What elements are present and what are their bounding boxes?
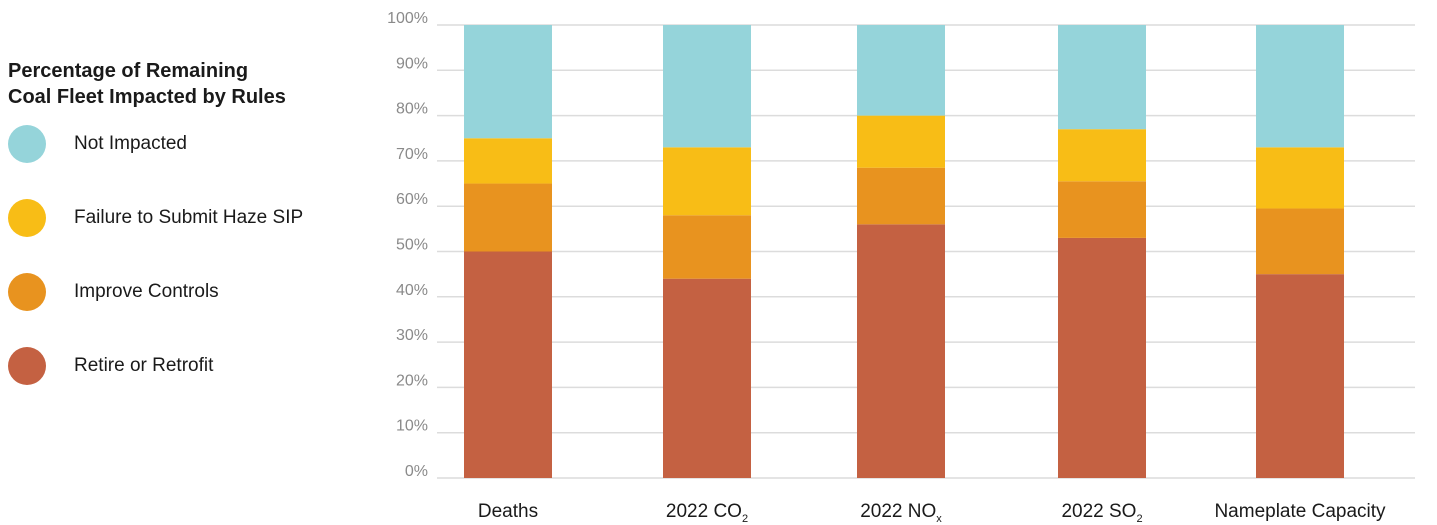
x-category-label: 2022 NOx (860, 501, 942, 525)
x-category-label: Deaths (478, 501, 538, 522)
y-tick-label: 100% (387, 10, 428, 27)
bar-segment-improve-controls (1058, 181, 1146, 238)
y-tick-label: 70% (396, 146, 428, 163)
legend-swatch-improve-controls (8, 273, 46, 311)
bar-segment-failure-to-submit-haze-sip (1256, 147, 1344, 209)
bar-segment-improve-controls (857, 167, 945, 225)
y-tick-label: 80% (396, 101, 428, 118)
legend-label-improve-controls: Improve Controls (74, 281, 219, 302)
y-tick-label: 0% (405, 463, 428, 480)
x-category-label: Nameplate Capacity (1214, 501, 1386, 522)
legend-item-retire-or-retrofit: Retire or Retrofit (8, 347, 358, 385)
bar-segment-retire-or-retrofit (857, 224, 945, 478)
x-category-label: 2022 CO2 (666, 501, 748, 525)
legend-item-improve-controls: Improve Controls (8, 273, 358, 311)
legend-label-not-impacted: Not Impacted (74, 133, 187, 154)
legend-label-failure-to-submit-haze-sip: Failure to Submit Haze SIP (74, 207, 304, 228)
bar-segment-failure-to-submit-haze-sip (857, 115, 945, 168)
bar-segment-retire-or-retrofit (1058, 237, 1146, 478)
legend: Percentage of Remaining Coal Fleet Impac… (8, 58, 358, 421)
bar-segment-improve-controls (464, 183, 552, 252)
y-tick-label: 50% (396, 237, 428, 254)
bar-segment-not-impacted (857, 25, 945, 116)
bar-segment-improve-controls (1256, 208, 1344, 275)
legend-item-not-impacted: Not Impacted (8, 125, 358, 163)
legend-title-line2: Coal Fleet Impacted by Rules (8, 86, 286, 108)
bar-segment-improve-controls (663, 215, 751, 279)
legend-title-line1: Percentage of Remaining (8, 60, 249, 82)
legend-swatch-retire-or-retrofit (8, 347, 46, 385)
legend-title: Percentage of Remaining Coal Fleet Impac… (8, 58, 358, 110)
bar-segment-not-impacted (1058, 25, 1146, 130)
y-tick-label: 60% (396, 191, 428, 208)
bar-segment-failure-to-submit-haze-sip (1058, 129, 1146, 182)
x-category-label: 2022 SO2 (1061, 501, 1142, 525)
legend-swatch-failure-to-submit-haze-sip (8, 199, 46, 237)
legend-item-failure-to-submit-haze-sip: Failure to Submit Haze SIP (8, 199, 358, 237)
bar-segment-not-impacted (464, 25, 552, 139)
bar-segment-failure-to-submit-haze-sip (464, 138, 552, 184)
bar-segment-retire-or-retrofit (464, 251, 552, 478)
legend-items: Not Impacted Failure to Submit Haze SIP Im… (8, 125, 358, 385)
y-tick-label: 90% (396, 55, 428, 72)
legend-swatch-not-impacted (8, 125, 46, 163)
y-tick-label: 20% (396, 372, 428, 389)
bar-segment-retire-or-retrofit (1256, 274, 1344, 478)
bar-segment-retire-or-retrofit (663, 278, 751, 478)
y-tick-label: 10% (396, 418, 428, 435)
legend-label-retire-or-retrofit: Retire or Retrofit (74, 355, 214, 376)
bar-segment-failure-to-submit-haze-sip (663, 147, 751, 216)
y-tick-label: 40% (396, 282, 428, 299)
y-tick-label: 30% (396, 327, 428, 344)
bar-segment-not-impacted (1256, 25, 1344, 148)
bar-segment-not-impacted (663, 25, 751, 148)
